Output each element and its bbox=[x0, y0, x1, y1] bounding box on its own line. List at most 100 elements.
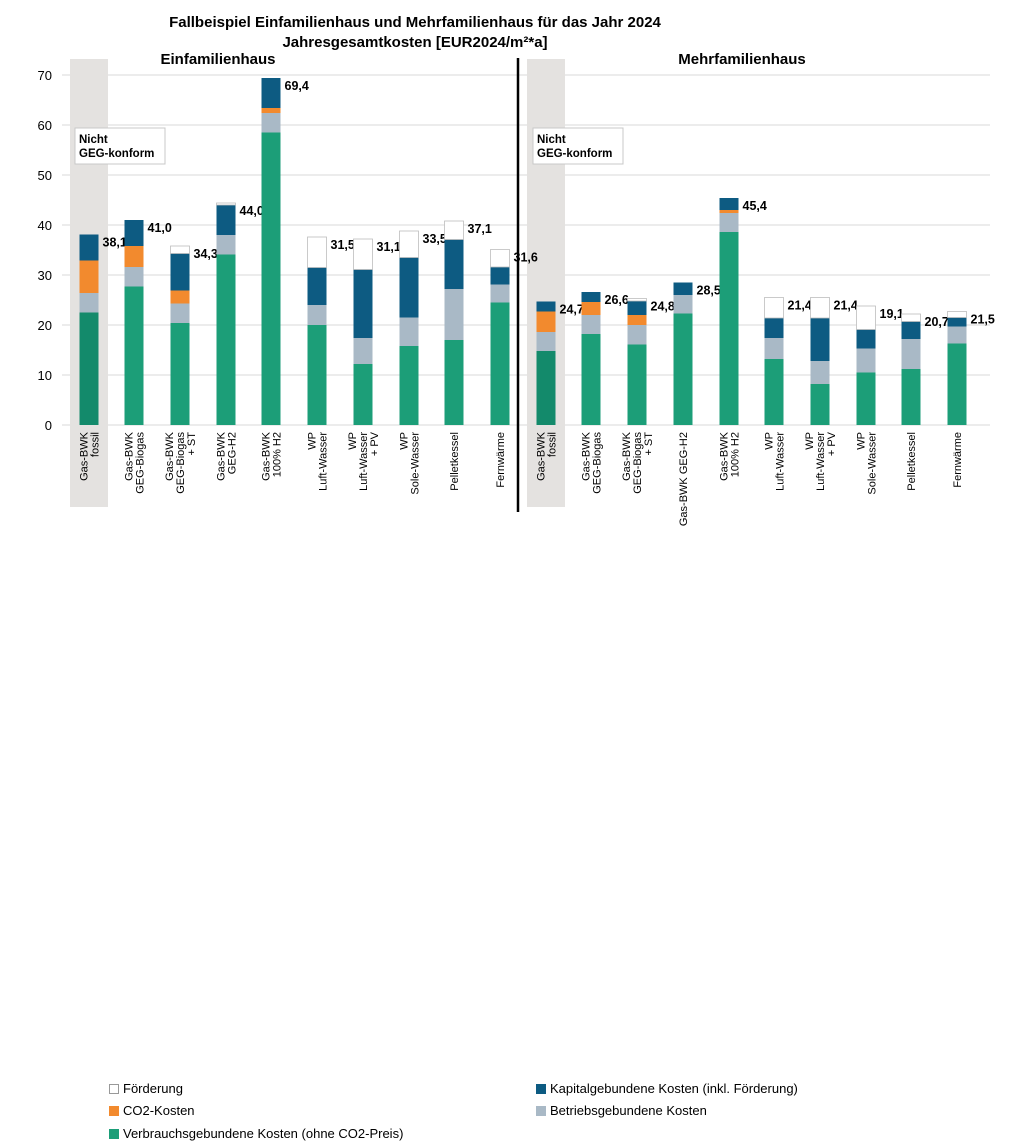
bar-segment-verbrauch bbox=[536, 351, 556, 425]
bar-segment-foerderung bbox=[216, 202, 236, 206]
x-tick-label: WP bbox=[399, 432, 411, 450]
x-tick-label: GEG-H2 bbox=[227, 432, 239, 474]
bar-segment-co2 bbox=[261, 108, 281, 113]
x-tick-label: fossil bbox=[547, 432, 559, 457]
bar-segment-foerderung bbox=[947, 311, 967, 318]
bar-segment-verbrauch bbox=[764, 359, 784, 425]
bar-segment-kapital bbox=[216, 205, 236, 235]
value-label: 31,5 bbox=[331, 238, 355, 252]
bar-segment-betrieb bbox=[627, 325, 647, 345]
bar-segment-verbrauch bbox=[490, 302, 510, 425]
bar-segment-verbrauch bbox=[307, 325, 327, 425]
x-tick-label: Sole-Wasser bbox=[867, 432, 879, 495]
x-tick-label: Gas-BWK bbox=[164, 431, 176, 481]
legend-item-foerderung: Förderung bbox=[109, 1081, 183, 1097]
bar-segment-betrieb bbox=[856, 348, 876, 373]
group-title: Einfamilienhaus bbox=[160, 51, 275, 68]
bar-segment-kapital bbox=[399, 257, 419, 318]
value-label: 69,4 bbox=[285, 79, 309, 93]
x-tick-label: Gas-BWK GEG-H2 bbox=[678, 432, 690, 526]
nicht-geg-note-text: Nicht bbox=[79, 134, 108, 146]
value-label: 38,1 bbox=[103, 236, 127, 250]
bar-segment-co2 bbox=[124, 246, 144, 267]
x-tick-label: GEG-Biogas bbox=[135, 432, 147, 494]
legend-swatch bbox=[109, 1129, 119, 1139]
x-tick-label: 100% H2 bbox=[730, 432, 742, 477]
bar-segment-betrieb bbox=[810, 361, 830, 384]
bar-segment-verbrauch bbox=[810, 384, 830, 425]
bar-segment-betrieb bbox=[444, 289, 464, 340]
legend-label: CO2-Kosten bbox=[123, 1103, 195, 1118]
value-label: 44,0 bbox=[240, 204, 264, 218]
bar-segment-kapital bbox=[79, 234, 99, 261]
legend-label: Kapitalgebundene Kosten (inkl. Förderung… bbox=[550, 1081, 798, 1096]
bar-segment-verbrauch bbox=[216, 254, 236, 425]
x-tick-label: Pelletkessel bbox=[906, 432, 918, 491]
x-tick-label: Pelletkessel bbox=[449, 432, 461, 491]
bar-segment-betrieb bbox=[399, 317, 419, 346]
x-tick-label: + PV bbox=[369, 431, 381, 456]
bar-segment-kapital bbox=[947, 317, 967, 327]
y-tick-label: 20 bbox=[38, 318, 52, 333]
x-tick-label: WP bbox=[804, 432, 816, 450]
value-label: 21,5 bbox=[971, 313, 995, 327]
bar-segment-foerderung bbox=[399, 230, 419, 258]
bar-segment-verbrauch bbox=[79, 312, 99, 425]
bar-segment-verbrauch bbox=[673, 313, 693, 425]
bar-segment-kapital bbox=[673, 282, 693, 295]
x-tick-label: Gas-BWK bbox=[124, 431, 136, 481]
bar-segment-foerderung bbox=[764, 297, 784, 319]
bar-segment-betrieb bbox=[536, 332, 556, 351]
value-label: 31,6 bbox=[514, 251, 538, 265]
value-label: 19,1 bbox=[880, 307, 904, 321]
nicht-geg-note-text: Nicht bbox=[537, 134, 566, 146]
legend-item-kapital: Kapitalgebundene Kosten (inkl. Förderung… bbox=[536, 1081, 798, 1097]
legend-label: Verbrauchsgebundene Kosten (ohne CO2-Pre… bbox=[123, 1126, 404, 1141]
legend-swatch bbox=[536, 1084, 546, 1094]
x-tick-label: WP bbox=[347, 432, 359, 450]
bar-segment-kapital bbox=[719, 198, 739, 210]
bar-segment-verbrauch bbox=[261, 132, 281, 425]
chart: Fallbeispiel Einfamilienhaus und Mehrfam… bbox=[38, 14, 995, 1141]
x-tick-label: Luft-Wasser bbox=[775, 432, 787, 491]
bar-segment-betrieb bbox=[353, 338, 373, 364]
bar-segment-kapital bbox=[170, 253, 190, 291]
y-tick-label: 70 bbox=[38, 68, 52, 83]
legend-swatch bbox=[109, 1106, 119, 1116]
nicht-geg-note-text: GEG-konform bbox=[79, 148, 154, 160]
x-tick-label: GEG-Biogas bbox=[632, 432, 644, 494]
bar-segment-kapital bbox=[581, 292, 601, 302]
x-tick-label: Luft-Wasser bbox=[318, 432, 330, 491]
bar-segment-co2 bbox=[627, 315, 647, 325]
x-tick-label: Gas-BWK bbox=[719, 431, 731, 481]
y-tick-label: 0 bbox=[45, 418, 52, 433]
x-tick-label: Gas-BWK bbox=[581, 431, 593, 481]
value-label: 37,1 bbox=[468, 222, 492, 236]
bar-segment-kapital bbox=[353, 269, 373, 338]
bar-segment-betrieb bbox=[261, 113, 281, 133]
legend-swatch bbox=[536, 1106, 546, 1116]
bar-segment-co2 bbox=[719, 210, 739, 213]
bar-segment-kapital bbox=[490, 267, 510, 285]
x-tick-label: Luft-Wasser bbox=[815, 432, 827, 491]
y-tick-label: 10 bbox=[38, 368, 52, 383]
legend-swatch bbox=[109, 1084, 119, 1094]
y-tick-label: 30 bbox=[38, 268, 52, 283]
bar-segment-foerderung bbox=[444, 220, 464, 240]
x-tick-label: WP bbox=[764, 432, 776, 450]
bar-segment-verbrauch bbox=[353, 364, 373, 425]
bar-segment-betrieb bbox=[673, 295, 693, 314]
value-label: 26,6 bbox=[605, 293, 629, 307]
bar-segment-foerderung bbox=[901, 313, 921, 322]
value-label: 45,4 bbox=[743, 199, 767, 213]
bar-segment-betrieb bbox=[947, 326, 967, 344]
nicht-geg-note-box bbox=[532, 127, 624, 165]
x-tick-label: Luft-Wasser bbox=[358, 432, 370, 491]
nicht-geg-note-text: GEG-konform bbox=[537, 148, 612, 160]
x-tick-label: GEG-Biogas bbox=[592, 432, 604, 494]
bar-segment-kapital bbox=[307, 267, 327, 305]
bar-segment-betrieb bbox=[216, 235, 236, 255]
bar-segment-co2 bbox=[170, 290, 190, 304]
bar-segment-foerderung bbox=[353, 238, 373, 270]
bar-segment-co2 bbox=[79, 260, 99, 293]
